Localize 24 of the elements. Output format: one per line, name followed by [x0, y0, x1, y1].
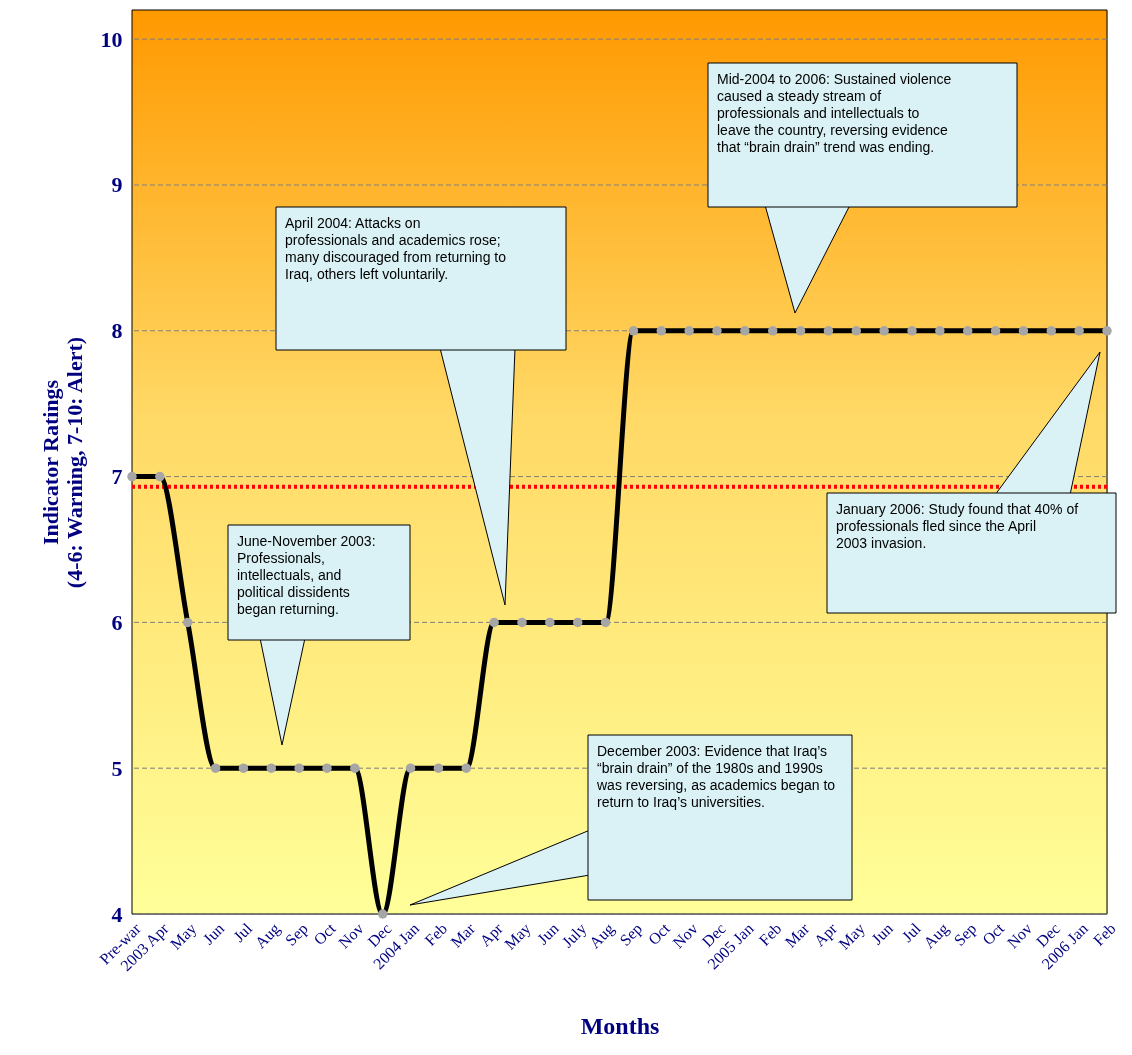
x-tick-label: Jun: [868, 919, 896, 948]
x-tick-label: Sep: [616, 919, 646, 950]
annotation: June-November 2003: Professionals, intellectuals, and political dissidents began returning.: [237, 533, 376, 617]
x-tick-label: Jun: [199, 919, 228, 948]
x-tick-label: May: [501, 919, 535, 954]
x-tick-label: Sep: [950, 919, 981, 950]
y-tick-label: 8: [111, 318, 123, 344]
x-tick-label: Nov: [335, 919, 367, 952]
y-tick-label: 10: [100, 26, 123, 52]
x-tick-label: Sep: [281, 919, 312, 950]
x-tick-label: Oct: [979, 919, 1008, 949]
y-tick-label: 4: [111, 901, 123, 927]
y-tick-label: 7: [111, 464, 123, 490]
annotation: December 2003: Evidence that Iraq’s “brain drain” of the 1980s and 1990s was reversing, as academics began to return to Iraq’s universities.: [596, 743, 836, 810]
x-tick-label: Jul: [230, 919, 256, 946]
y-tick-label: 9: [111, 172, 123, 198]
y-axis-title: Indicator Ratings (4-6: Warning, 7-10: Alert): [37, 336, 87, 589]
annotation: April 2004: Attacks on professionals and academics rose; many discouraged from returning to Iraq, others left voluntarily.: [285, 215, 507, 282]
y-tick-label: 6: [111, 609, 123, 635]
x-axis-title: Months: [580, 1012, 660, 1039]
x-tick-label: Feb: [1089, 919, 1119, 949]
y-tick-label: 5: [111, 755, 123, 781]
annotation: Mid-2004 to 2006: Sustained violence caused a steady stream of professionals and intellectuals to leave the country, reversing evidence that “brain drain” trend was ending.: [717, 71, 952, 155]
annotation: January 2006: Study found that 40% of professionals fled since the April 2003 invasion.: [836, 501, 1079, 551]
